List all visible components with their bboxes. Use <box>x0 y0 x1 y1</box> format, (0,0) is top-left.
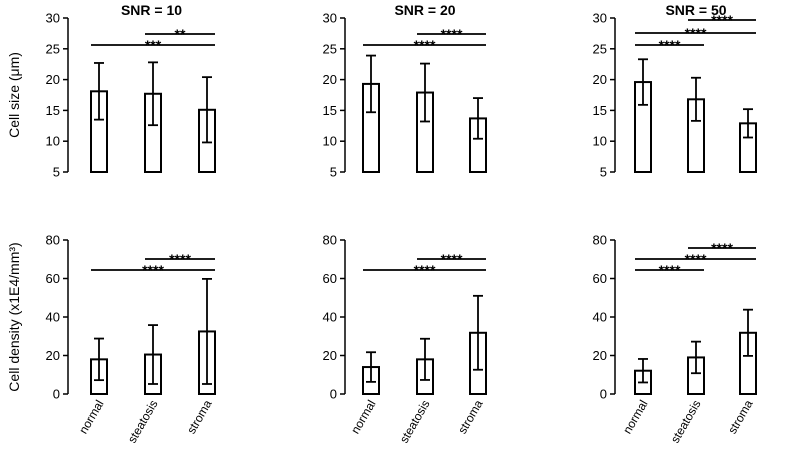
y-tick-label: 20 <box>593 72 607 87</box>
significance-label: ** <box>175 26 186 42</box>
y-tick-label: 15 <box>46 103 60 118</box>
chart-panel-4: 0 20 40 60 80 Cell density (x1E4/mm³) **** ****… <box>6 233 216 446</box>
y-tick-label: 20 <box>323 348 337 363</box>
significance-label: **** <box>142 262 164 278</box>
x-category-label: normal <box>76 398 106 437</box>
y-tick-label: 30 <box>323 11 337 26</box>
chart-panel-2: SNR = 20 5 10 15 20 25 30 **** **** <box>323 2 487 180</box>
chart-title: SNR = 10 <box>121 2 182 18</box>
y-tick-label: 0 <box>330 387 337 402</box>
significance-label: **** <box>441 251 463 267</box>
y-tick-label: 0 <box>600 387 607 402</box>
significance-label: **** <box>414 262 436 278</box>
significance-label: **** <box>711 240 733 256</box>
y-tick-label: 20 <box>46 72 60 87</box>
x-category-label: normal <box>620 398 650 437</box>
x-category-label: steatosis <box>668 398 704 446</box>
x-category-label: stroma <box>455 397 486 436</box>
y-tick-label: 10 <box>46 134 60 149</box>
chart-title: SNR = 20 <box>394 2 455 18</box>
y-tick-label: 80 <box>46 233 60 248</box>
y-tick-label: 0 <box>53 387 60 402</box>
y-tick-label: 20 <box>46 348 60 363</box>
y-tick-label: 5 <box>600 165 607 180</box>
y-tick-label: 10 <box>323 134 337 149</box>
x-category-label: normal <box>348 398 378 437</box>
significance-label: **** <box>659 262 681 278</box>
y-tick-label: 25 <box>46 41 60 56</box>
y-tick-label: 5 <box>330 165 337 180</box>
chart-title: SNR = 50 <box>665 2 726 18</box>
significance-label: **** <box>169 251 191 267</box>
y-tick-label: 20 <box>593 348 607 363</box>
y-tick-label: 30 <box>593 11 607 26</box>
y-tick-label: 40 <box>46 310 60 325</box>
y-tick-label: 25 <box>593 41 607 56</box>
y-axis-label: Cell density (x1E4/mm³) <box>6 242 22 391</box>
significance-label: **** <box>711 12 733 28</box>
y-tick-label: 5 <box>53 165 60 180</box>
y-tick-label: 15 <box>593 103 607 118</box>
y-tick-label: 30 <box>46 11 60 26</box>
significance-label: **** <box>441 26 463 42</box>
y-tick-label: 25 <box>323 41 337 56</box>
significance-label: **** <box>685 251 707 267</box>
x-category-label: steatosis <box>397 398 433 446</box>
y-tick-label: 80 <box>323 233 337 248</box>
y-tick-label: 60 <box>46 271 60 286</box>
x-category-label: stroma <box>725 397 756 436</box>
x-category-label: stroma <box>184 397 215 436</box>
y-axis-label: Cell size (μm) <box>6 52 22 138</box>
y-tick-label: 15 <box>323 103 337 118</box>
y-tick-label: 10 <box>593 134 607 149</box>
y-tick-label: 40 <box>593 310 607 325</box>
y-tick-label: 20 <box>323 72 337 87</box>
chart-panel-5: 0 20 40 60 80 **** **** normal steatosis stroma <box>323 233 487 446</box>
significance-label: **** <box>685 25 707 41</box>
y-tick-label: 60 <box>593 271 607 286</box>
significance-label: **** <box>414 37 436 53</box>
x-category-label: steatosis <box>125 398 161 446</box>
significance-label: *** <box>145 37 162 53</box>
significance-label: **** <box>659 37 681 53</box>
y-tick-label: 80 <box>593 233 607 248</box>
y-tick-label: 40 <box>323 310 337 325</box>
y-tick-label: 60 <box>323 271 337 286</box>
